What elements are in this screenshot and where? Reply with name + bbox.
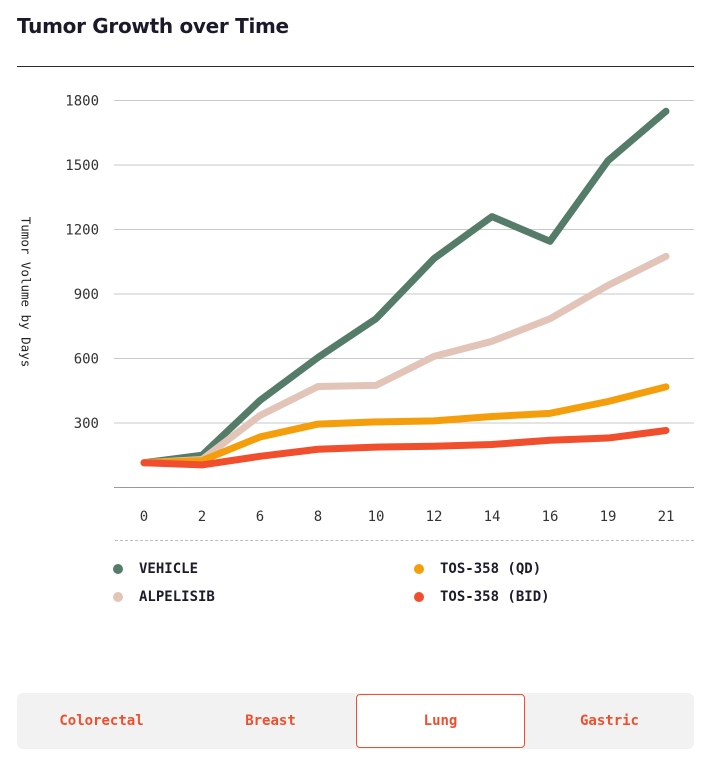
tab-lung[interactable]: Lung (356, 694, 525, 748)
indication-tabs: Colorectal Breast Lung Gastric (17, 693, 694, 749)
x-tick-label: 12 (426, 509, 443, 525)
chart-title: Tumor Growth over Time (17, 14, 289, 38)
y-tick-label: 1500 (65, 158, 99, 174)
tab-colorectal[interactable]: Colorectal (59, 713, 144, 729)
x-tick-label: 19 (600, 509, 617, 525)
legend-item-alpelisib: ALPELISIB (113, 588, 215, 606)
x-tick-label: 6 (256, 509, 264, 525)
legend-item-vehicle: VEHICLE (113, 560, 198, 578)
y-tick-label: 1200 (65, 223, 99, 239)
x-tick-label: 14 (484, 509, 501, 525)
legend-dot-alpelisib (113, 592, 123, 602)
line-chart: 300 600 900 1200 1500 1800 0 2 6 8 10 12 14 16 19 21 (65, 94, 694, 525)
legend-label: ALPELISIB (139, 589, 215, 605)
legend-dot-tos358-bid (414, 592, 424, 602)
legend-item-tos358-bid: TOS-358 (BID) (414, 588, 550, 606)
legend-item-tos358-qd: TOS-358 (QD) (414, 560, 541, 578)
y-tick-label: 1800 (65, 94, 99, 110)
series-line-tos-358-qd (140, 383, 670, 467)
title-divider (17, 66, 694, 67)
tab-gastric[interactable]: Gastric (579, 713, 639, 729)
x-tick-label: 16 (542, 509, 559, 525)
series-line-alpelisib (140, 252, 670, 467)
y-tick-label: 600 (74, 352, 99, 368)
legend-dot-vehicle (113, 564, 123, 574)
series-line-vehicle (140, 107, 670, 467)
legend-label: TOS-358 (QD) (440, 561, 542, 577)
legend-label: VEHICLE (139, 561, 199, 577)
x-tick-label: 21 (658, 509, 675, 525)
y-axis-label: Tumor Volume by Days (18, 216, 34, 368)
tab-breast[interactable]: Breast (245, 713, 296, 729)
y-tick-label: 300 (74, 416, 99, 432)
x-tick-label: 0 (140, 509, 148, 525)
series-line-tos-358-bid (140, 427, 670, 469)
x-tick-label: 2 (198, 509, 206, 525)
y-tick-label: 900 (74, 287, 99, 303)
legend-label: TOS-358 (BID) (440, 589, 550, 605)
x-tick-label: 8 (314, 509, 322, 525)
legend-divider (115, 540, 694, 541)
legend-dot-tos358-qd (414, 564, 424, 574)
x-tick-label: 10 (368, 509, 385, 525)
